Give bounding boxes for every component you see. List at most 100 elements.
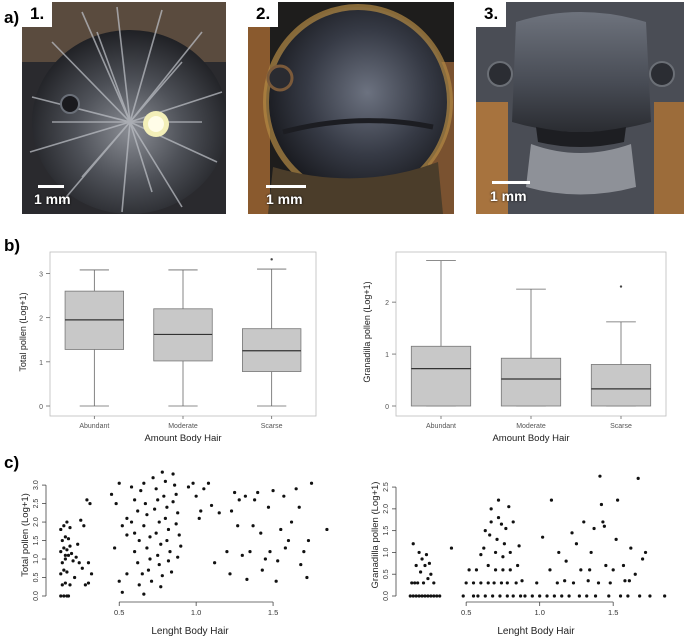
photo-abundant-hair: 1. 1 mm bbox=[22, 2, 226, 214]
data-point bbox=[83, 583, 87, 587]
data-point bbox=[62, 524, 66, 528]
data-point bbox=[154, 531, 158, 535]
x-tick-label: 1.0 bbox=[191, 608, 201, 617]
data-point bbox=[302, 550, 306, 554]
data-point bbox=[271, 489, 275, 493]
x-axis-label: Amount Body Hair bbox=[492, 433, 569, 444]
data-point bbox=[133, 531, 137, 535]
y-tick-label: 1 bbox=[39, 360, 43, 367]
data-point bbox=[499, 522, 504, 526]
data-point bbox=[574, 542, 579, 546]
data-point bbox=[417, 550, 421, 555]
data-point bbox=[426, 576, 430, 581]
data-point bbox=[483, 594, 487, 598]
data-point bbox=[517, 544, 521, 548]
data-point bbox=[171, 472, 175, 476]
data-point bbox=[86, 561, 91, 565]
data-point bbox=[117, 579, 121, 583]
data-point bbox=[65, 570, 69, 574]
data-point bbox=[66, 594, 71, 598]
data-point bbox=[133, 550, 137, 554]
photo-1-scale-bar bbox=[38, 185, 64, 188]
data-point bbox=[585, 594, 589, 598]
photo-1-image bbox=[22, 2, 226, 214]
y-tick-label: 2.5 bbox=[33, 499, 40, 509]
data-point bbox=[283, 546, 287, 550]
data-point bbox=[186, 485, 191, 489]
data-point bbox=[413, 581, 417, 585]
data-point bbox=[113, 546, 117, 550]
data-point bbox=[598, 474, 602, 478]
data-point bbox=[511, 520, 515, 524]
data-point bbox=[640, 557, 645, 561]
data-point bbox=[151, 476, 155, 480]
photo-2-number: 2. bbox=[248, 2, 279, 27]
box-scarse bbox=[242, 328, 302, 372]
data-point bbox=[163, 516, 167, 520]
data-point bbox=[177, 533, 181, 537]
data-point bbox=[508, 550, 512, 555]
data-point bbox=[579, 568, 583, 572]
x-tick-label: 1.5 bbox=[608, 608, 618, 617]
data-point bbox=[514, 581, 518, 585]
data-point bbox=[109, 492, 114, 496]
data-point bbox=[621, 563, 626, 568]
data-point bbox=[117, 481, 121, 485]
data-point bbox=[489, 507, 493, 511]
data-point bbox=[191, 481, 195, 485]
data-point bbox=[68, 526, 72, 530]
data-point bbox=[501, 555, 505, 559]
data-point bbox=[607, 594, 611, 598]
photo-2-image bbox=[248, 2, 454, 214]
data-point bbox=[557, 550, 561, 555]
data-point bbox=[461, 594, 465, 598]
data-point bbox=[202, 487, 206, 491]
y-tick-label: 2.0 bbox=[383, 504, 390, 514]
data-point bbox=[80, 566, 84, 570]
data-point bbox=[176, 511, 180, 515]
data-point bbox=[504, 526, 508, 531]
x-axis-label: Lenght Body Hair bbox=[151, 626, 229, 637]
data-point bbox=[286, 538, 291, 543]
data-point bbox=[154, 487, 158, 491]
data-point bbox=[483, 529, 487, 533]
data-point bbox=[60, 561, 64, 565]
data-point bbox=[538, 594, 542, 598]
data-point bbox=[530, 594, 534, 598]
data-point bbox=[142, 481, 146, 485]
data-point bbox=[237, 498, 241, 502]
data-point bbox=[416, 581, 420, 585]
data-point bbox=[74, 555, 78, 559]
data-point bbox=[68, 544, 72, 548]
data-point bbox=[464, 581, 468, 585]
data-point bbox=[520, 579, 524, 583]
box-scarse bbox=[590, 364, 652, 407]
data-point bbox=[166, 559, 171, 563]
data-point bbox=[560, 594, 564, 598]
data-point bbox=[248, 550, 252, 554]
data-point bbox=[149, 579, 154, 583]
y-tick-label: 1 bbox=[385, 352, 389, 359]
data-point bbox=[157, 562, 161, 567]
data-point bbox=[143, 501, 147, 506]
data-point bbox=[491, 594, 495, 598]
data-point bbox=[142, 592, 146, 596]
data-point bbox=[414, 563, 418, 568]
photo-3-image bbox=[476, 2, 684, 214]
data-point bbox=[179, 544, 183, 548]
photo-3-number: 3. bbox=[476, 2, 507, 27]
data-point bbox=[120, 590, 124, 594]
data-point bbox=[225, 550, 229, 554]
data-point bbox=[618, 594, 623, 598]
data-point bbox=[148, 557, 152, 561]
data-point bbox=[253, 498, 257, 502]
data-point bbox=[85, 498, 89, 502]
data-point bbox=[601, 520, 605, 524]
data-point bbox=[194, 494, 198, 498]
data-point bbox=[548, 568, 552, 572]
data-point bbox=[169, 570, 174, 574]
data-point bbox=[236, 524, 240, 528]
data-point bbox=[125, 572, 129, 576]
